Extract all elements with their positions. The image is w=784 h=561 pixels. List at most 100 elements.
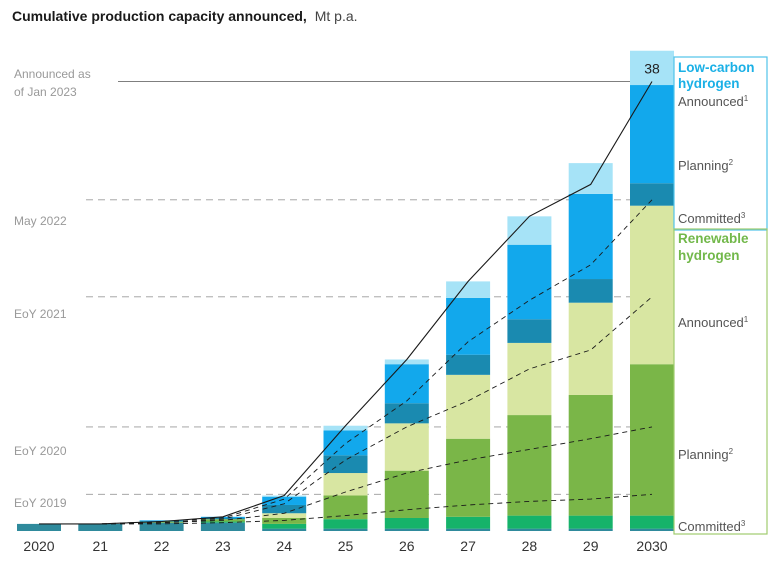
- legend-rh-planning: Planning2: [678, 447, 734, 462]
- legend-rh-announced: Announced1: [678, 315, 749, 330]
- legend-rh-committed: Committed3: [678, 519, 746, 534]
- bar-ren_announced-29: [568, 302, 613, 395]
- bar-ren_committed-28: [507, 515, 552, 529]
- bar-lc_announced-26: [384, 359, 429, 365]
- bar-ren_committed-23: [200, 521, 245, 523]
- bar-lc_committed-23: [200, 517, 245, 520]
- legend-rh-committed-label: Committed: [678, 519, 741, 534]
- legend-box-renewable: [673, 228, 768, 535]
- bar-base-27: [446, 528, 491, 531]
- x-tick-2030: 2030: [636, 538, 667, 554]
- bar-ren_committed-29: [568, 515, 613, 529]
- bar-lc_planning-23: [200, 516, 245, 518]
- legend-rh-planning-sup: 2: [729, 447, 734, 456]
- legend-box-low-carbon: [673, 56, 768, 231]
- x-axis-ticks: 2020 21 22 23 24 25 26 27 28 29 2030: [23, 538, 667, 554]
- bar-base-24: [262, 528, 307, 531]
- legend-lc-planning-label: Planning: [678, 158, 729, 173]
- bar-lc_committed-29: [568, 279, 613, 303]
- bar-ren_planning-2030: [630, 364, 674, 516]
- bar-base-25: [323, 528, 368, 531]
- bar-lc_announced-24: [262, 495, 307, 497]
- bar-ren_committed-27: [446, 516, 491, 529]
- legend-title-renewable-line1: Renewable: [678, 231, 749, 246]
- bar-ren_committed-2030: [630, 515, 674, 529]
- legend-lc-announced-sup: 1: [744, 94, 749, 103]
- bar-lc_announced-27: [446, 281, 491, 298]
- ref-label-jan2023-line2: of Jan 2023: [14, 85, 77, 99]
- bar-lc_planning-22: [139, 520, 184, 522]
- bar-base-28: [507, 528, 552, 531]
- x-tick-23: 23: [215, 538, 231, 554]
- legend-lc-committed-label: Committed: [678, 211, 741, 226]
- x-tick-25: 25: [338, 538, 354, 554]
- bar-base-26: [384, 528, 429, 531]
- bar-base-2030: [630, 528, 674, 531]
- bar-lc_committed-28: [507, 319, 552, 343]
- bar-lc_announced-28: [507, 216, 552, 245]
- bar-ren_announced-28: [507, 342, 552, 416]
- trend-curves: [39, 81, 653, 525]
- bar-ren_announced-2030: [630, 205, 674, 365]
- bar-ren_planning-25: [323, 495, 368, 520]
- bar-ren_announced-27: [446, 374, 491, 439]
- bar-ren_announced-25: [323, 473, 368, 496]
- bar-ren_committed-26: [384, 517, 429, 529]
- x-tick-28: 28: [522, 538, 538, 554]
- bar-lc_committed-2030: [630, 183, 674, 206]
- legend-lc-planning-sup: 2: [729, 158, 734, 167]
- legend-rh-announced-sup: 1: [744, 315, 749, 324]
- bar-lc_planning-2030: [630, 85, 674, 184]
- bar-lc_planning-24: [262, 496, 307, 505]
- bar-lc_planning-26: [384, 364, 429, 404]
- x-tick-24: 24: [276, 538, 292, 554]
- chart-title-unit: Mt p.a.: [315, 8, 358, 24]
- x-tick-27: 27: [460, 538, 476, 554]
- legend-title-renewable-line2: hydrogen: [678, 248, 740, 263]
- bar-ren_planning-24: [262, 517, 307, 524]
- bar-lc_committed-24: [262, 504, 307, 514]
- trend-curve-4: [39, 493, 653, 525]
- bar-lc_committed-27: [446, 354, 491, 375]
- bar-lc_committed-26: [384, 403, 429, 424]
- legend-rh-planning-label: Planning: [678, 447, 729, 462]
- chart-title-main: Cumulative production capacity announced…: [12, 8, 307, 24]
- legend-rh-announced-label: Announced: [678, 315, 744, 330]
- legend-lc-committed: Committed3: [678, 211, 746, 226]
- bar-lc_announced-2030: [630, 50, 674, 86]
- bar-base-23: [200, 522, 245, 531]
- legend-lc-announced: Announced1: [678, 94, 749, 109]
- bars: [17, 50, 674, 531]
- bar-base-21: [78, 523, 123, 531]
- bar-lc_announced-25: [323, 425, 368, 431]
- ref-label-eoy2021: EoY 2021: [14, 307, 67, 321]
- legend-title-low-carbon-line2: hydrogen: [678, 76, 740, 91]
- legend-rh-committed-sup: 3: [741, 519, 746, 528]
- bar-lc_committed-25: [323, 455, 368, 474]
- trend-curve-1: [39, 199, 653, 525]
- ref-label-eoy2019: EoY 2019: [14, 496, 67, 510]
- trend-curve-3: [39, 426, 653, 525]
- total-label-2030: 38: [644, 60, 660, 76]
- bar-ren_planning-27: [446, 438, 491, 517]
- bar-lc_planning-29: [568, 193, 613, 280]
- bar-ren_announced-24: [262, 513, 307, 518]
- x-tick-26: 26: [399, 538, 415, 554]
- x-tick-22: 22: [154, 538, 170, 554]
- legend-lc-committed-sup: 3: [741, 211, 746, 220]
- bar-lc_announced-29: [568, 163, 613, 194]
- legend-lc-planning: Planning2: [678, 158, 734, 173]
- bar-ren_planning-29: [568, 394, 613, 516]
- legend-title-low-carbon-line1: Low-carbon: [678, 60, 755, 75]
- bar-ren_planning-26: [384, 470, 429, 518]
- reference-lines: [86, 81, 672, 495]
- x-tick-2020: 2020: [23, 538, 54, 554]
- bar-base-29: [568, 528, 613, 531]
- bar-base-2020: [17, 523, 61, 531]
- bar-lc_planning-28: [507, 244, 552, 320]
- legend-lc-announced-label: Announced: [678, 94, 744, 109]
- bar-ren_planning-28: [507, 415, 552, 516]
- bar-base-22: [139, 522, 184, 531]
- ref-label-may2022: May 2022: [14, 214, 67, 228]
